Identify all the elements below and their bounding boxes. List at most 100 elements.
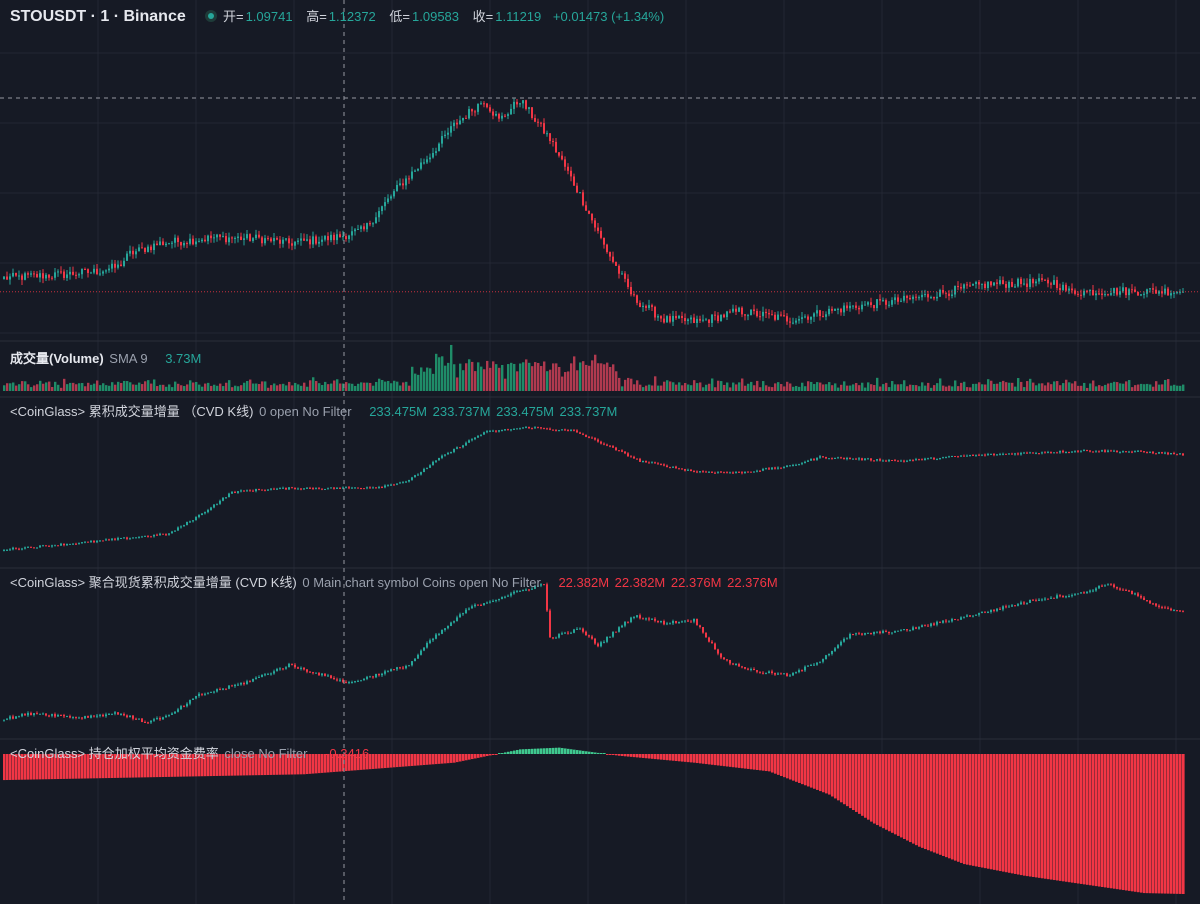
price-candle [129,250,131,254]
cvd-candle [576,430,578,433]
spot-cvd-candle [1155,603,1157,606]
price-candle [720,314,722,322]
volume-bar [759,387,762,391]
volume-bar [591,360,594,391]
funding-bar [432,754,435,765]
funding-bar [213,754,216,777]
price-candle [186,243,188,245]
cvd-value-2: 233.737M [432,404,491,419]
volume-bar [582,361,585,391]
funding-bar [1047,754,1050,880]
price-candle [162,241,164,246]
cvd-candle [75,543,77,545]
spot-cvd-candle [1146,600,1148,602]
spot-cvd-candle [102,714,104,717]
cvd-candle [678,468,680,470]
funding-bar [120,754,123,778]
price-candle [1071,288,1073,291]
spot-cvd-candle [396,667,398,670]
funding-bar [957,754,960,862]
price-candle [555,141,557,153]
price-candle [1158,291,1160,294]
spot-cvd-candle [375,673,377,678]
spot-cvd-candle [915,627,917,629]
cvd-candle [534,427,536,429]
volume-bar [738,382,741,391]
funding-bar [1107,754,1110,888]
funding-bar [1110,754,1113,889]
funding-bar [1041,754,1044,879]
funding-bar [453,754,456,763]
cvd-candle [312,488,314,490]
funding-bar [9,754,12,780]
volume-bar [315,381,318,391]
price-candle [72,271,74,275]
cvd-candle [336,487,338,489]
symbol-title[interactable]: STOUSDT · 1 · Binance [10,8,186,25]
spot-cvd-candle [21,714,23,717]
price-candle [642,305,644,308]
funding-bar [1008,754,1011,873]
volume-bar [648,384,651,391]
spot-cvd-candle [198,693,200,696]
price-candle [609,252,611,257]
spot-cvd-candle [921,625,923,628]
volume-bar [1098,385,1101,391]
spot-cvd-legend[interactable]: <CoinGlass> 聚合现货累积成交量增量 (CVD K线) 0 Main … [10,574,780,592]
price-candle [1056,280,1058,289]
funding-bar [1122,754,1125,891]
cvd-candle [930,457,932,459]
volume-bar [906,386,909,391]
price-candle [102,271,104,274]
spot-cvd-candle [735,664,737,666]
cvd-candle [999,454,1001,456]
cvd-candle [675,466,677,469]
price-candle [411,171,413,179]
cvd-candle [96,540,98,543]
cvd-candle [186,521,188,526]
funding-bar [555,747,558,754]
volume-bar [183,386,186,391]
funding-legend[interactable]: <CoinGlass> 持仓加权平均资金费率 close No Filter -… [10,745,371,763]
price-candle [948,293,950,296]
volume-bar [705,384,708,391]
volume-bar [1071,383,1074,391]
funding-bar [888,754,891,832]
cvd-candle [816,457,818,460]
cvd-candle [894,460,896,462]
funding-bar [732,754,735,768]
volume-bar [924,385,927,391]
price-candle [120,264,122,267]
volume-bar [225,382,228,391]
funding-bar [711,754,714,765]
volume-bar [282,383,285,391]
funding-bar [1071,754,1074,883]
price-candle [489,107,491,112]
cvd-candle [270,488,272,490]
cvd-candle [264,489,266,491]
volume-bar [423,371,426,391]
funding-bar [966,754,969,865]
cvd-candle [348,487,350,489]
cvd-candle [1014,453,1016,455]
cvd-candle [423,468,425,473]
spot-cvd-candle [33,713,35,716]
price-candle [1002,280,1004,285]
volume-bar [297,384,300,391]
spot-cvd-candle [834,648,836,651]
cvd-candle [744,471,746,474]
funding-bar [300,754,303,775]
price-candle [1119,291,1121,295]
funding-bar [306,754,309,775]
volume-legend[interactable]: 成交量(Volume) SMA 9 3.73M [10,350,203,368]
cvd-candle [387,484,389,486]
spot-cvd-candle [660,621,662,623]
cvd-legend[interactable]: <CoinGlass> 累积成交量增量 （CVD K线) 0 open No F… [10,403,619,421]
volume-bar [732,382,735,391]
cvd-candle [897,460,899,462]
price-candle [339,234,341,238]
cvd-candle [723,472,725,474]
price-candle [57,271,59,273]
volume-bar [933,385,936,391]
